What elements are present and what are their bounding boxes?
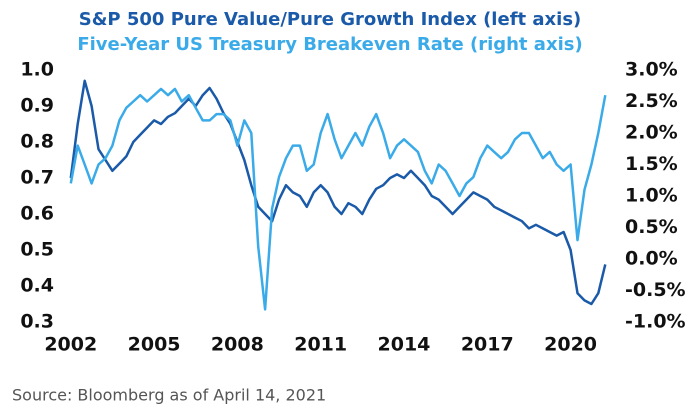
y-tick-label: 1.0: [20, 59, 54, 81]
y2-tick-label: 2.5%: [625, 90, 678, 112]
y2-tick-label: 1.0%: [625, 185, 678, 207]
x-tick-label: 2008: [211, 334, 264, 356]
y-tick-label: 0.8: [20, 131, 54, 153]
data-line: [69, 79, 607, 306]
x-tick-label: 2014: [378, 334, 431, 356]
y2-tick-label: 0.5%: [625, 216, 678, 238]
y2-tick-label: 2.0%: [625, 122, 678, 144]
y2-tick-label: 0.0%: [625, 248, 678, 270]
y2-tick-label: 1.5%: [625, 153, 678, 175]
chart-subtitle: Five-Year US Treasury Breakeven Rate (ri…: [77, 34, 582, 55]
data-line: [69, 87, 607, 311]
x-tick-label: 2005: [128, 334, 181, 356]
y2-tick-label: 3.0%: [625, 59, 678, 81]
x-tick-label: 2002: [44, 334, 97, 356]
y-tick-label: 0.6: [20, 203, 54, 225]
y-tick-label: 0.4: [20, 275, 54, 297]
x-tick-label: 2011: [294, 334, 347, 356]
x-tick-label: 2020: [544, 334, 597, 356]
chart-title: S&P 500 Pure Value/Pure Growth Index (le…: [79, 9, 582, 30]
y-tick-label: 0.5: [20, 239, 54, 261]
y2-tick-label: -0.5%: [625, 279, 686, 301]
y-tick-label: 0.7: [20, 167, 54, 189]
y-tick-label: 0.9: [20, 95, 54, 117]
source-note: Source: Bloomberg as of April 14, 2021: [12, 386, 326, 405]
y-tick-label: 0.3: [20, 311, 54, 333]
y2-tick-label: -1.0%: [625, 311, 686, 333]
x-tick-label: 2017: [461, 334, 514, 356]
